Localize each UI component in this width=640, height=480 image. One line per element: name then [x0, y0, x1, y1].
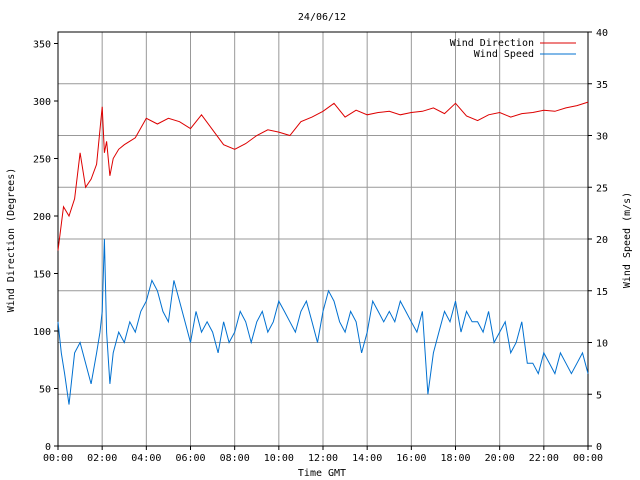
x-tick-label: 14:00: [352, 453, 382, 464]
x-tick-label: 20:00: [485, 453, 515, 464]
x-tick-label: 04:00: [131, 453, 161, 464]
legend-label-wind-speed: Wind Speed: [474, 49, 534, 60]
series-line-wind-direction: [57, 101, 589, 251]
series-layer: [57, 101, 589, 405]
right-tick-label: 35: [596, 80, 608, 91]
right-tick-label: 0: [596, 442, 602, 453]
series-line-wind-speed: [57, 238, 589, 405]
left-tick-label: 200: [33, 212, 51, 223]
right-tick-label: 5: [596, 390, 602, 401]
x-axis-label: Time GMT: [298, 468, 346, 479]
y-axis-left-label: Wind Direction (Degrees): [6, 168, 17, 313]
legend: Wind Direction Wind Speed: [450, 38, 576, 60]
x-tick-label: 18:00: [440, 453, 470, 464]
left-tick-label: 50: [39, 385, 51, 396]
right-tick-label: 10: [596, 339, 608, 350]
grid-lines: [58, 32, 588, 446]
left-tick-label: 300: [33, 97, 51, 108]
left-tick-label: 0: [45, 442, 51, 453]
x-tick-label: 06:00: [175, 453, 205, 464]
x-tick-label: 10:00: [264, 453, 294, 464]
left-tick-label: 100: [33, 327, 51, 338]
right-tick-label: 30: [596, 132, 608, 143]
left-axis-ticks: 0 50 100 150 200 250 300 350: [33, 40, 58, 453]
x-tick-label: 22:00: [529, 453, 559, 464]
left-tick-label: 150: [33, 270, 51, 281]
chart-title: 24/06/12: [298, 12, 346, 23]
right-tick-label: 40: [596, 28, 608, 39]
x-tick-label: 08:00: [220, 453, 250, 464]
right-tick-label: 25: [596, 183, 608, 194]
x-tick-label: 12:00: [308, 453, 338, 464]
x-tick-label: 00:00: [573, 453, 603, 464]
x-tick-label: 16:00: [396, 453, 426, 464]
left-tick-label: 250: [33, 155, 51, 166]
x-tick-label: 02:00: [87, 453, 117, 464]
y-axis-right-label: Wind Speed (m/s): [622, 192, 633, 288]
x-tick-label: 00:00: [43, 453, 73, 464]
left-tick-label: 350: [33, 40, 51, 51]
right-tick-label: 20: [596, 235, 608, 246]
x-axis-ticks: 00:00 02:00 04:00 06:00 08:00 10:00 12:00 14:00…: [43, 446, 603, 464]
right-axis-ticks: 0 5 10 15 20 25 30 35 40: [588, 28, 608, 453]
legend-label-wind-direction: Wind Direction: [450, 38, 534, 49]
right-tick-label: 15: [596, 287, 608, 298]
